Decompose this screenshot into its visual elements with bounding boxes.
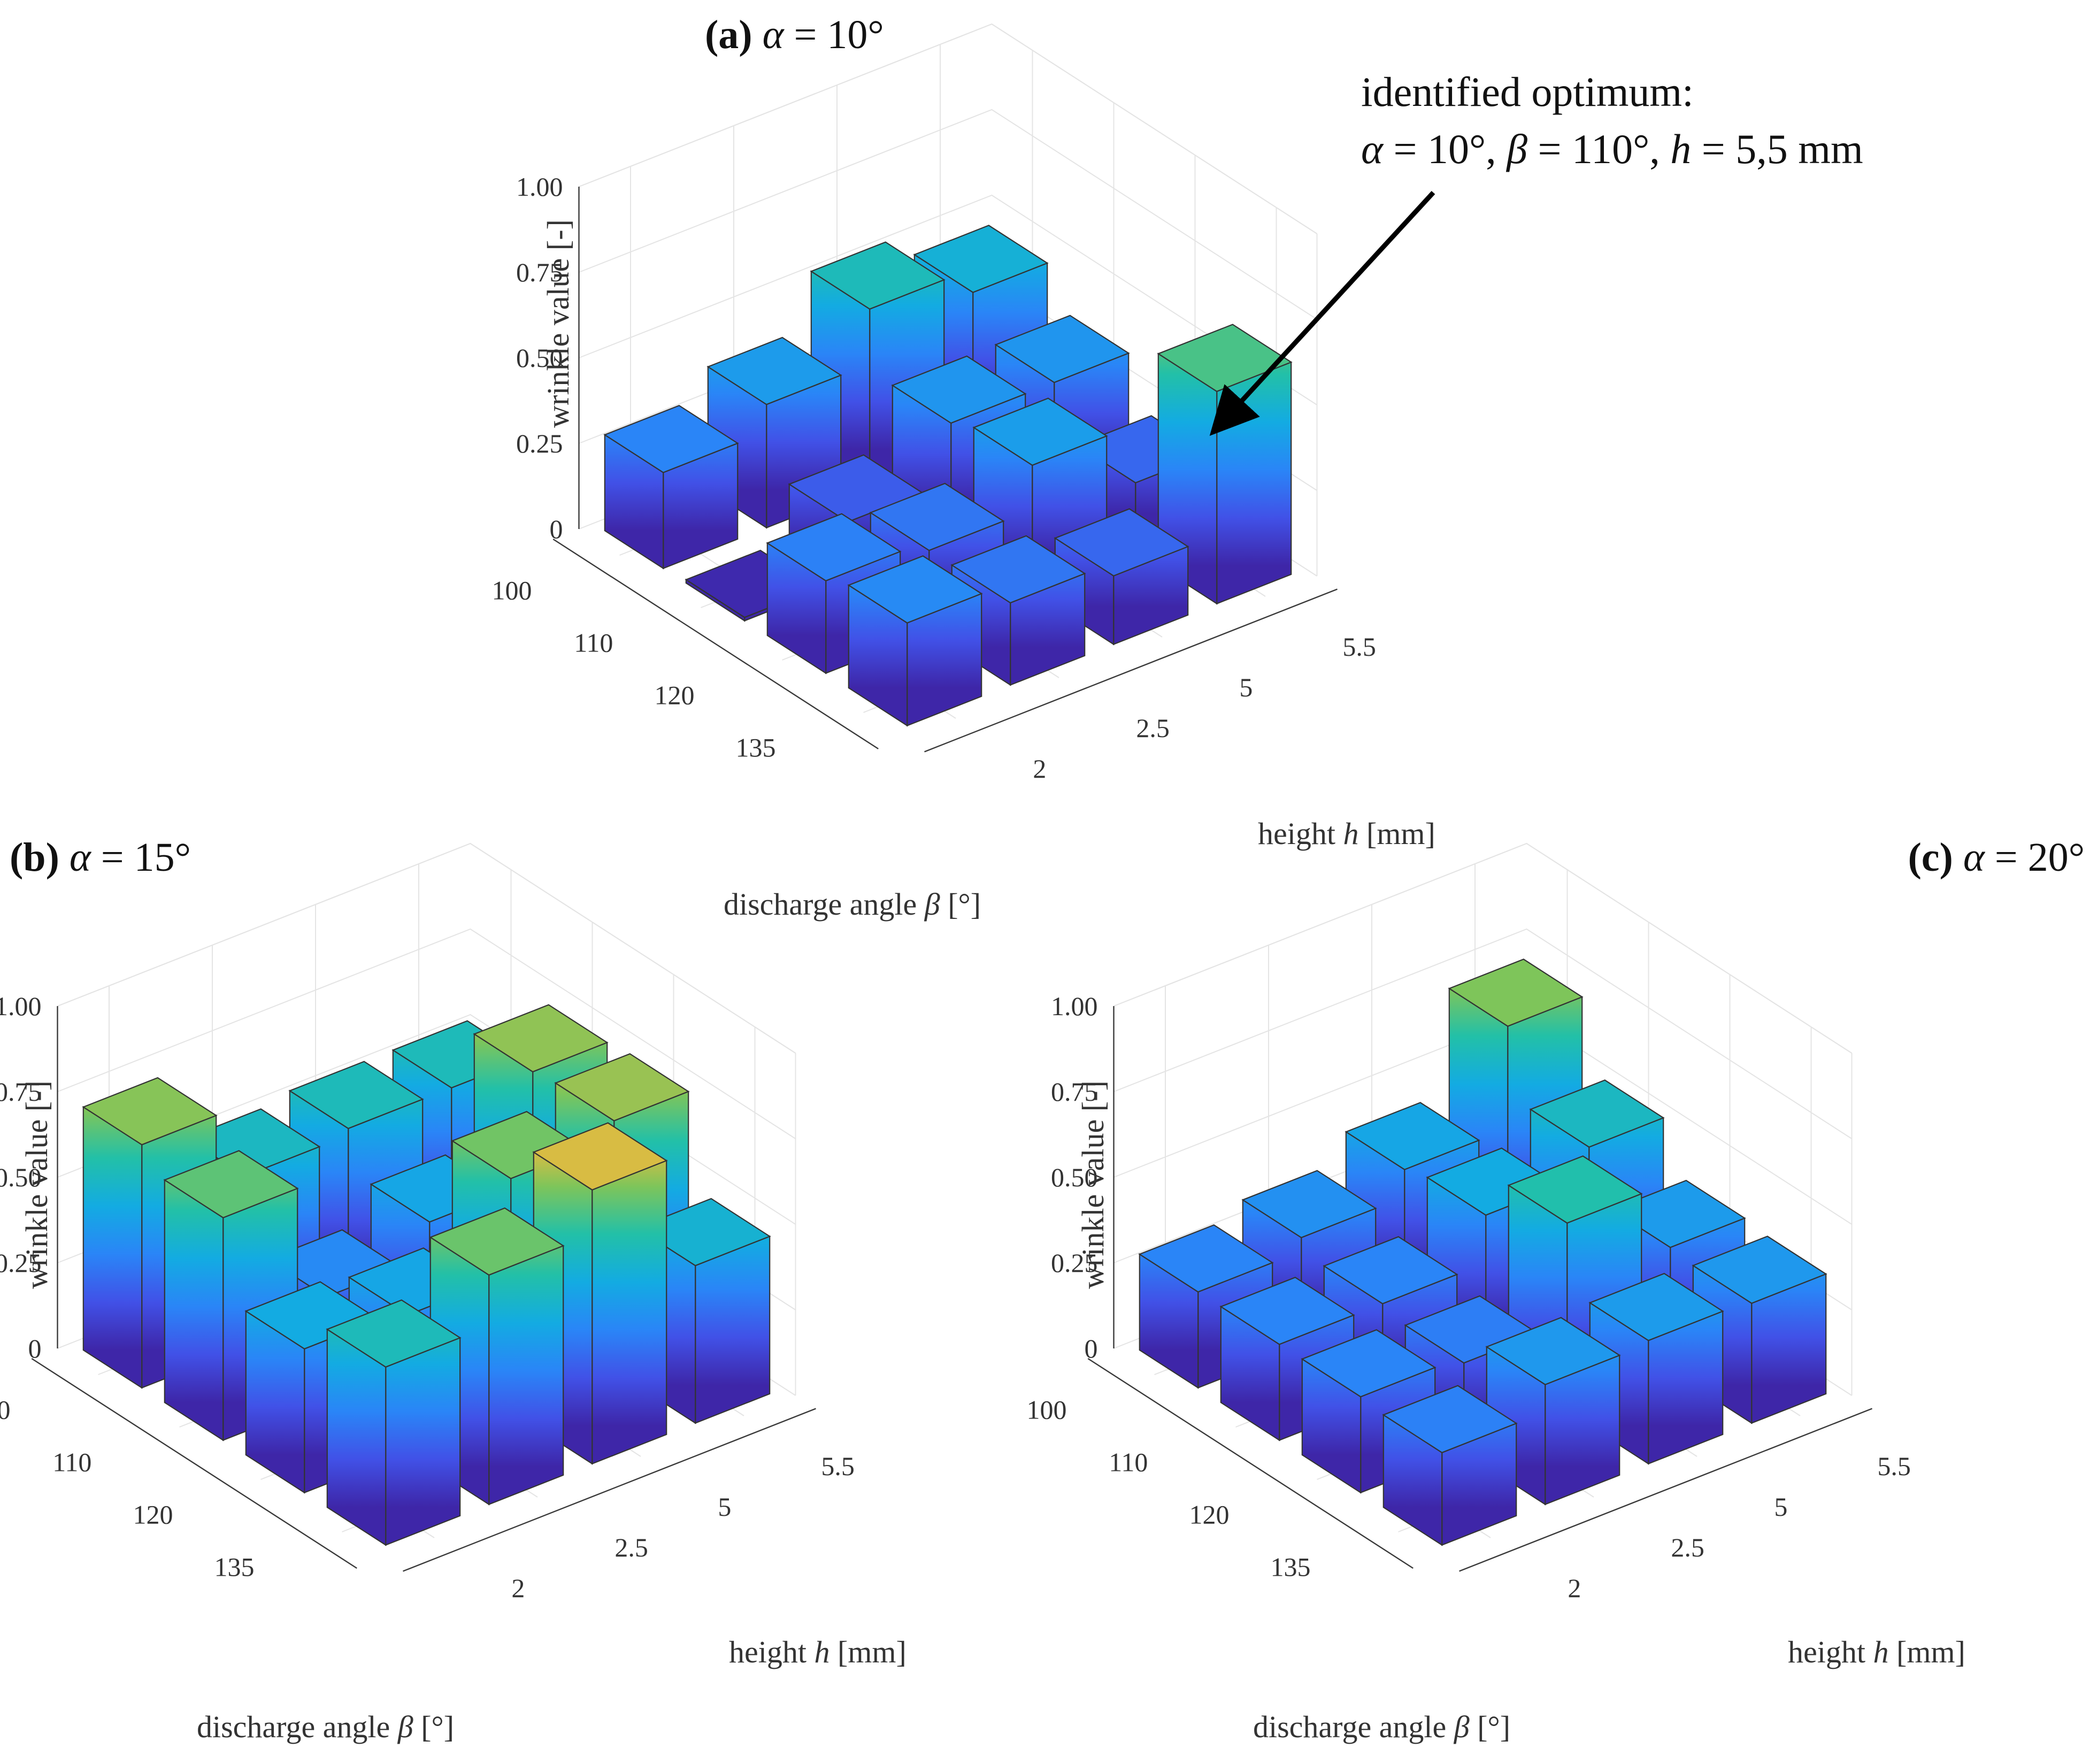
panel-a-top-frame [579, 23, 1318, 234]
panel-a: 0 0.25 0.50 0.75 1.00 100 110 120 135 2 2.5 5 5.5 (a… [491, 12, 1435, 922]
panel-b-bars [82, 1004, 771, 1546]
panel-a-title: (a) α = 10° [705, 12, 884, 57]
panel-c-betatick-2: 120 [1189, 1500, 1229, 1530]
panel-b-betatick-0: 100 [0, 1395, 10, 1425]
panel-c-bars [1138, 958, 1827, 1546]
panel-c: 0 0.25 0.50 0.75 1.00 100 110 120 135 2 2.5 5 5.5 (c… [1026, 835, 2085, 1744]
panel-b-title: (b) α = 15° [10, 835, 191, 880]
panel-b-ztick-3: 0.75 [0, 1077, 42, 1107]
panel-c-ztick-4: 1.00 [1051, 991, 1098, 1021]
panel-c-zgrid-3 [1113, 928, 1853, 1139]
annotation-line-2: α = 10°, β = 110°, h = 5,5 mm [1361, 126, 1863, 172]
panel-a-zgrid-3 [579, 109, 1318, 320]
panel-c-hlabel: height h [mm] [1788, 1635, 1965, 1669]
panel-b-top-frame [57, 842, 796, 1054]
panel-c-title: (c) α = 20° [1908, 835, 2085, 880]
panel-b-betatick-1: 110 [52, 1447, 91, 1477]
panel-a-betatick-1: 110 [574, 628, 613, 658]
panel-c-ztick-1: 0.25 [1051, 1248, 1098, 1278]
panel-a-htick-1: 2.5 [1136, 713, 1170, 743]
panel-c-h-axis [1459, 1408, 1872, 1572]
panel-a-bar-b100-h2 [603, 404, 739, 570]
panel-a-htick-2: 5 [1239, 672, 1253, 702]
panel-c-ztick-3: 0.75 [1051, 1077, 1098, 1107]
panel-a-beta-axis [552, 538, 879, 750]
panel-b-axes [31, 1006, 816, 1572]
panel-c-betatick-0: 100 [1026, 1395, 1066, 1425]
panel-b-h-axis [403, 1408, 816, 1572]
panel-b-ztick-0: 0 [28, 1333, 42, 1363]
panel-b-htick-2: 5 [718, 1492, 731, 1522]
panel-b-ztick-2: 0.50 [0, 1162, 42, 1192]
panel-a-bars [603, 225, 1293, 727]
annotation-arrow [1209, 190, 1435, 436]
panel-a-hlabel: height h [mm] [1258, 816, 1435, 851]
panel-a-htick-0: 2 [1033, 754, 1046, 784]
panel-c-htick-3: 5.5 [1877, 1451, 1911, 1481]
panel-a-betatick-2: 120 [654, 680, 694, 710]
optimum-annotation: identified optimum: α = 10°, β = 110°, h… [1209, 68, 1863, 436]
panel-b-betatick-3: 135 [214, 1552, 254, 1582]
panel-b-betatick-2: 120 [133, 1500, 173, 1530]
panel-c-htick-2: 5 [1774, 1492, 1787, 1522]
panel-a-ztick-1: 0.25 [516, 428, 563, 458]
panel-b-hlabel: height h [mm] [729, 1635, 907, 1669]
panel-a-zlabel: wrinkle value [-] [541, 219, 575, 428]
panel-a-htick-3: 5.5 [1342, 632, 1376, 662]
panel-a-bar-b135-h2 [847, 555, 983, 727]
panel-c-betatick-1: 110 [1109, 1447, 1148, 1477]
panel-a-betalabel: discharge angle β [°] [724, 887, 981, 922]
panel-a-betatick-3: 135 [735, 733, 775, 763]
panel-b-htick-1: 2.5 [614, 1532, 648, 1562]
panel-c-bar-b135-h2 [1382, 1385, 1518, 1546]
panel-a-axes [552, 187, 1338, 753]
panel-a-betatick-0: 100 [491, 576, 532, 605]
panel-c-top-frame [1113, 842, 1853, 1054]
panel-c-betalabel: discharge angle β [°] [1253, 1709, 1510, 1744]
panel-b-zgrid-3 [57, 928, 796, 1139]
panel-c-ticks: 0 0.25 0.50 0.75 1.00 100 110 120 135 2 2.5 5 5.5 [1026, 991, 1910, 1603]
panel-c-bar-b135-h5 [1588, 1272, 1724, 1465]
panel-b-htick-3: 5.5 [821, 1451, 855, 1481]
panel-c-zlabel: wrinkle value [-] [1076, 1080, 1110, 1289]
panel-b-beta-axis [31, 1357, 357, 1569]
panel-a-ticks: 0 0.25 0.50 0.75 1.00 100 110 120 135 2 2.5 5 5.5 [491, 172, 1376, 784]
panel-a-h-axis [924, 588, 1338, 753]
panel-c-beta-axis [1087, 1357, 1414, 1569]
panel-c-ztick-2: 0.50 [1051, 1162, 1098, 1192]
panel-b: 0 0.25 0.50 0.75 1.00 100 110 120 135 2 2.5 5 5.5 (b… [0, 835, 907, 1744]
panel-b-bar-b135-h2.5 [429, 1207, 565, 1506]
panel-a-zgrid-4 [579, 23, 1318, 234]
panel-c-htick-0: 2 [1568, 1573, 1581, 1603]
panel-c-betatick-3: 135 [1270, 1552, 1310, 1582]
panel-a-ztick-4: 1.00 [516, 172, 563, 202]
panel-b-zlabel: wrinkle value [-] [19, 1080, 54, 1289]
panel-a-ztick-0: 0 [550, 514, 563, 544]
panel-b-ztick-1: 0.25 [0, 1248, 42, 1278]
panel-a-ztick-2: 0.50 [516, 343, 563, 373]
panel-b-ticks: 0 0.25 0.50 0.75 1.00 100 110 120 135 2 2.5 5 5.5 [0, 991, 855, 1603]
panel-b-bar-b135-h2 [326, 1299, 462, 1546]
panel-c-axes [1087, 1006, 1872, 1572]
panel-c-ztick-0: 0 [1085, 1333, 1098, 1363]
panel-c-htick-1: 2.5 [1671, 1532, 1704, 1562]
panel-b-betalabel: discharge angle β [°] [197, 1709, 454, 1744]
panel-b-htick-0: 2 [511, 1573, 525, 1603]
panel-b-ztick-4: 1.00 [0, 991, 42, 1021]
annotation-line-1: identified optimum: [1361, 68, 1694, 115]
panel-a-ztick-3: 0.75 [516, 257, 563, 287]
